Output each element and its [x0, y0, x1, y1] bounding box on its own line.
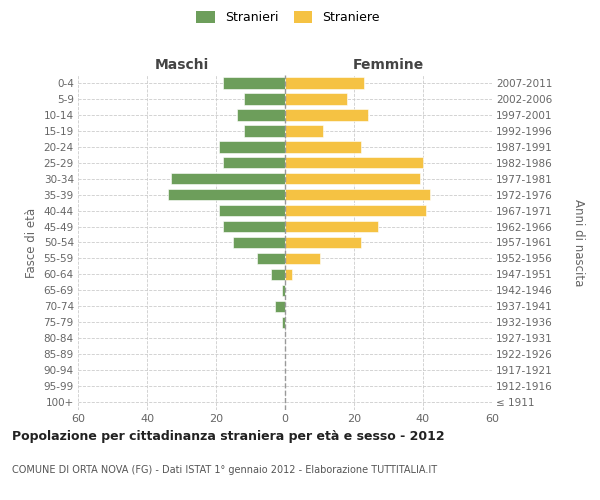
Bar: [285, 173, 419, 184]
Bar: [275, 300, 285, 312]
Legend: Stranieri, Straniere: Stranieri, Straniere: [196, 11, 380, 24]
Text: Femmine: Femmine: [353, 58, 424, 72]
Bar: [285, 189, 430, 200]
Bar: [285, 109, 368, 120]
Bar: [281, 284, 285, 296]
Bar: [285, 205, 427, 216]
Y-axis label: Anni di nascita: Anni di nascita: [572, 199, 586, 286]
Bar: [223, 157, 285, 168]
Bar: [285, 157, 423, 168]
Text: Maschi: Maschi: [154, 58, 209, 72]
Bar: [257, 252, 285, 264]
Bar: [285, 252, 320, 264]
Bar: [233, 237, 285, 248]
Bar: [285, 237, 361, 248]
Y-axis label: Fasce di età: Fasce di età: [25, 208, 38, 278]
Bar: [285, 125, 323, 136]
Text: COMUNE DI ORTA NOVA (FG) - Dati ISTAT 1° gennaio 2012 - Elaborazione TUTTITALIA.: COMUNE DI ORTA NOVA (FG) - Dati ISTAT 1°…: [12, 465, 437, 475]
Bar: [285, 141, 361, 152]
Bar: [244, 93, 285, 104]
Bar: [244, 125, 285, 136]
Bar: [281, 316, 285, 328]
Bar: [220, 205, 285, 216]
Bar: [220, 141, 285, 152]
Bar: [237, 109, 285, 120]
Bar: [223, 77, 285, 88]
Bar: [168, 189, 285, 200]
Bar: [271, 268, 285, 280]
Bar: [171, 173, 285, 184]
Bar: [285, 268, 292, 280]
Bar: [285, 221, 378, 232]
Bar: [223, 221, 285, 232]
Bar: [285, 77, 364, 88]
Bar: [285, 93, 347, 104]
Text: Popolazione per cittadinanza straniera per età e sesso - 2012: Popolazione per cittadinanza straniera p…: [12, 430, 445, 443]
